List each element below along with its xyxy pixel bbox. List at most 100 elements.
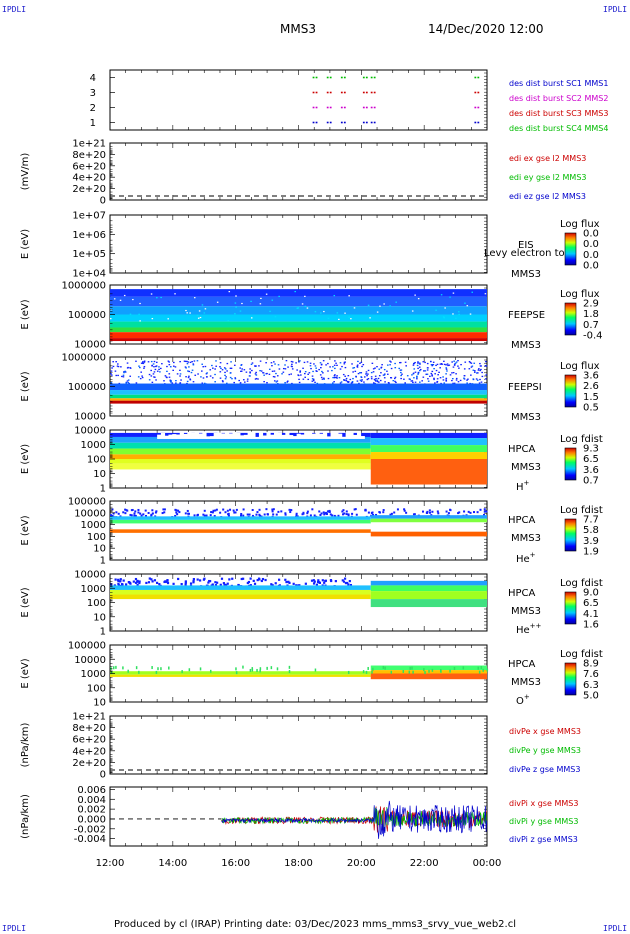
hpca-he-spacecraft-label: MMS3 [511,533,541,544]
feepsi-speckle [361,379,363,381]
feepsi-speckle [175,380,177,382]
feepsi-speckle [202,377,205,379]
hpca-he-speckle [240,514,243,517]
feepsi-speckle [449,374,452,376]
feepsi-speckle [351,381,354,384]
hpca-hepp-speckle [334,580,337,583]
feepsi-speckle [192,381,195,383]
hpca-hepp-speckle [249,584,252,587]
feepse-speckle [458,311,460,313]
hpca-h-texture [206,436,211,439]
divpi-ytick-label: -0.004 [74,834,106,845]
feepsi-speckle [320,364,323,366]
burst-mark [474,91,477,94]
hpca-h-texture [292,436,298,439]
hpca-he-ylabel: E (eV) [20,515,31,545]
hpca-he-speckle [115,511,118,514]
feepsi-speckle [312,379,315,382]
hpca-h-band [370,459,487,485]
hpca-o-spectrogram [110,665,487,680]
feepsi-band [110,394,487,399]
feepsi-speckle [139,377,142,380]
feepsi-speckle [143,361,146,363]
feepsi-speckle [334,367,336,370]
hpca-o-cbar-label: 6.3 [583,680,599,691]
hpca-h-texture [236,432,241,439]
hpca-he-speckle [389,513,392,516]
hpca-hepp-speckle [260,579,263,583]
feepsi-speckle [433,378,435,381]
hpca-he-speckle [403,508,406,511]
feepsi-speckle [309,362,312,364]
hpca-he-speckle [405,511,408,514]
feepsi-speckle [159,371,161,373]
hpca-hepp-band [370,585,487,592]
hpca-o-speckle [347,670,350,674]
hpca-hepp-speckle [114,578,117,581]
feepsi-speckle [271,365,273,367]
feepsi-spacecraft-label: MMS3 [511,412,541,423]
hpca-hepp-speckle [346,581,349,585]
hpca-hepp-speckle [214,581,217,584]
feepsi-speckle [360,372,363,374]
feepse-speckle [449,296,451,298]
feepsi-speckle [263,380,265,383]
hpca-o-speckle [482,668,484,672]
eis-cbar-label: 0.0 [583,250,599,261]
hpca-he-speckle [313,514,316,517]
hpca-he-speckle [367,511,370,514]
feepsi-speckle [282,367,285,370]
feepsi-speckle [434,373,436,375]
feepse-speckle [435,309,437,311]
hpca-o-speckle [486,668,489,672]
feepsi-speckle [412,381,414,384]
feepsi-speckle [347,381,350,383]
feepsi-speckle [378,375,381,377]
hpca-he-speckle [447,512,450,515]
hpca-h-texture [326,436,331,439]
hpca-hepp-speckle [199,579,202,582]
hpca-he-speckle [161,512,164,515]
feepsi-speckle [135,382,138,384]
burst-mark [329,106,332,109]
feepsi-speckle [451,378,454,380]
feepsi-speckle [372,371,375,373]
feepsi-speckle [206,372,208,374]
divpi-ytick-label: 0.006 [77,785,106,796]
feepsi-speckle [386,364,389,366]
hpca-hepp-ytick-label: 10 [93,612,106,623]
hpca-he-speckle [134,514,137,517]
hpca-he-speckle [133,514,136,517]
feepsi-speckle [331,382,334,384]
hpca-o-speckle [256,668,258,672]
hpca-o-cbar-label: 8.9 [583,659,599,670]
feepse-speckle [274,316,277,318]
hpca-hepp-speckle [256,578,259,582]
feepsi-speckle [411,380,414,382]
feepsi-speckle [286,380,289,382]
feepsi-speckle [359,379,362,381]
hpca-he-speckle [235,508,238,511]
feepsi-speckle [409,378,411,381]
edi-ytick-label: 0 [100,196,106,207]
hpca-o-instrument-label: HPCA [508,659,536,670]
divpi-ytick-label: 0.002 [77,805,106,816]
feepsi-speckle [376,380,379,383]
hpca-o-speckle [480,666,483,670]
feepsi-speckle [343,379,346,381]
feepsi-speckle [441,363,443,365]
feepse-speckle [197,317,200,319]
feepse-speckle [338,318,340,320]
hpca-o-ytick-label: 10 [93,698,106,709]
feepsi-speckle [477,369,480,371]
feepse-speckle [241,302,243,305]
hpca-hepp-speckle [192,579,195,583]
hpca-he-band [110,516,371,520]
feepsi-speckle [187,376,190,379]
hpca-o-ytick-label: 100000 [68,641,106,652]
hpca-o-speckle [251,668,254,672]
feepsi-speckle [254,378,257,380]
feepsi-speckle [463,378,466,380]
feepsi-speckle [414,381,417,383]
hpca-he-speckle [266,513,269,516]
